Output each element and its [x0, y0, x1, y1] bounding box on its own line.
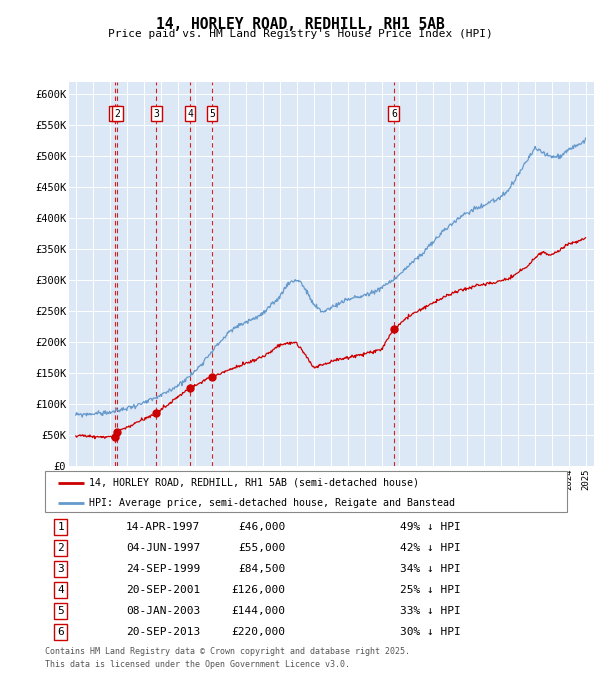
Text: £55,000: £55,000 — [238, 543, 285, 554]
Text: 30% ↓ HPI: 30% ↓ HPI — [400, 627, 461, 637]
Text: 20-SEP-2001: 20-SEP-2001 — [126, 585, 200, 595]
Text: 4: 4 — [57, 585, 64, 595]
Text: 1: 1 — [57, 522, 64, 532]
Text: 4: 4 — [187, 109, 193, 119]
Text: 3: 3 — [57, 564, 64, 574]
Text: 04-JUN-1997: 04-JUN-1997 — [126, 543, 200, 554]
Text: 2: 2 — [115, 109, 121, 119]
Text: Contains HM Land Registry data © Crown copyright and database right 2025.: Contains HM Land Registry data © Crown c… — [45, 647, 410, 656]
Text: 3: 3 — [153, 109, 159, 119]
Text: HPI: Average price, semi-detached house, Reigate and Banstead: HPI: Average price, semi-detached house,… — [89, 498, 455, 508]
Text: 14, HORLEY ROAD, REDHILL, RH1 5AB (semi-detached house): 14, HORLEY ROAD, REDHILL, RH1 5AB (semi-… — [89, 477, 419, 488]
Text: This data is licensed under the Open Government Licence v3.0.: This data is licensed under the Open Gov… — [45, 660, 350, 668]
Text: 2: 2 — [57, 543, 64, 554]
Text: £126,000: £126,000 — [231, 585, 285, 595]
Text: 42% ↓ HPI: 42% ↓ HPI — [400, 543, 461, 554]
Text: 6: 6 — [57, 627, 64, 637]
Text: Price paid vs. HM Land Registry's House Price Index (HPI): Price paid vs. HM Land Registry's House … — [107, 29, 493, 39]
Text: £46,000: £46,000 — [238, 522, 285, 532]
Text: 33% ↓ HPI: 33% ↓ HPI — [400, 606, 461, 616]
Text: £84,500: £84,500 — [238, 564, 285, 574]
Text: £144,000: £144,000 — [231, 606, 285, 616]
Text: 08-JAN-2003: 08-JAN-2003 — [126, 606, 200, 616]
Text: 1: 1 — [112, 109, 118, 119]
Text: 24-SEP-1999: 24-SEP-1999 — [126, 564, 200, 574]
Text: £220,000: £220,000 — [231, 627, 285, 637]
Text: 5: 5 — [57, 606, 64, 616]
Text: 25% ↓ HPI: 25% ↓ HPI — [400, 585, 461, 595]
Text: 49% ↓ HPI: 49% ↓ HPI — [400, 522, 461, 532]
Text: 5: 5 — [209, 109, 215, 119]
Text: 6: 6 — [391, 109, 397, 119]
Text: 34% ↓ HPI: 34% ↓ HPI — [400, 564, 461, 574]
Text: 14, HORLEY ROAD, REDHILL, RH1 5AB: 14, HORLEY ROAD, REDHILL, RH1 5AB — [155, 17, 445, 32]
Text: 14-APR-1997: 14-APR-1997 — [126, 522, 200, 532]
Text: 20-SEP-2013: 20-SEP-2013 — [126, 627, 200, 637]
